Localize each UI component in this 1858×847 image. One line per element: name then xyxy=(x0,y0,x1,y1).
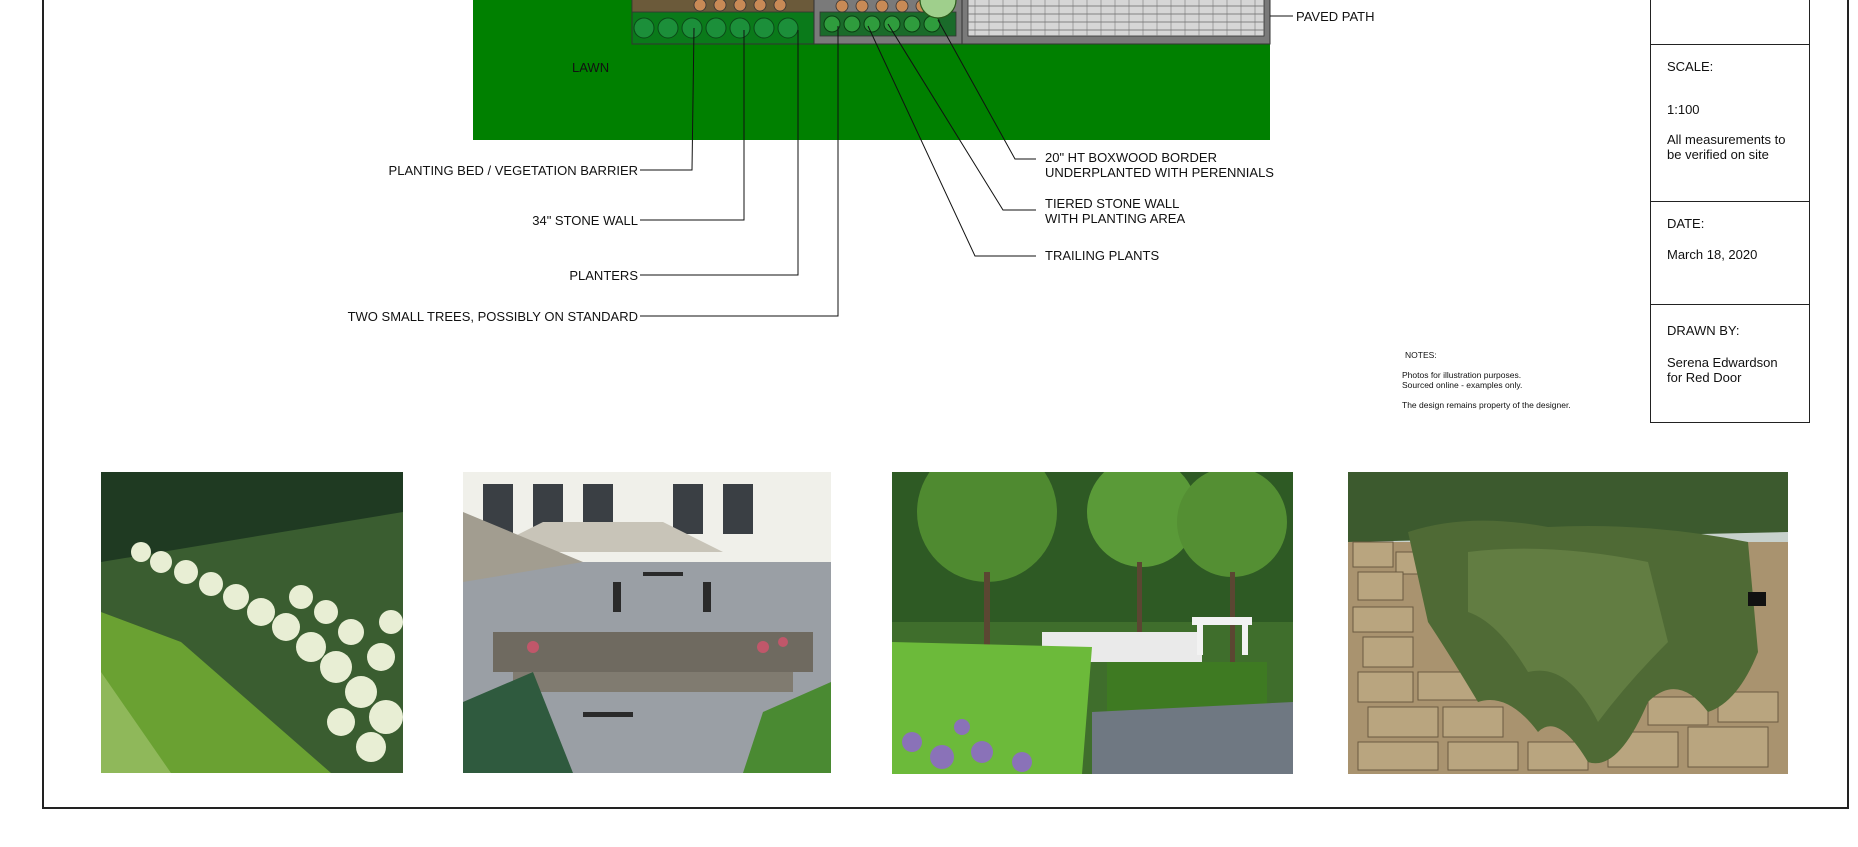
drawing-frame xyxy=(42,0,1849,809)
photo-stone-patio xyxy=(463,472,831,773)
drawn-by-company: for Red Door xyxy=(1667,370,1742,385)
scale-cell: SCALE: 1:100 All measurements to be veri… xyxy=(1651,44,1809,201)
callout-boxwood-1: 20" HT BOXWOOD BORDER xyxy=(1045,150,1217,165)
callout-planters: PLANTERS xyxy=(569,268,638,283)
callout-planting-bed: PLANTING BED / VEGETATION BARRIER xyxy=(388,163,638,178)
title-block: SCALE: 1:100 All measurements to be veri… xyxy=(1650,0,1810,423)
lawn-label: LAWN xyxy=(572,60,610,75)
photo-hydrangea-border xyxy=(101,472,403,773)
drawn-by-label: DRAWN BY: xyxy=(1667,323,1740,338)
notes-line-2: Sourced online - examples only. xyxy=(1402,380,1523,390)
date-value: March 18, 2020 xyxy=(1667,247,1758,262)
photo-standard-trees xyxy=(892,472,1293,774)
callout-tiered-2: WITH PLANTING AREA xyxy=(1045,211,1186,226)
scale-label: SCALE: xyxy=(1667,59,1714,74)
date-label: DATE: xyxy=(1667,216,1705,231)
photo-trailing-plants-wall xyxy=(1348,472,1788,774)
callout-boxwood-2: UNDERPLANTED WITH PERENNIALS xyxy=(1045,165,1274,180)
callout-tiered-1: TIERED STONE WALL xyxy=(1045,196,1180,211)
drawn-by-name: Serena Edwardson xyxy=(1667,355,1778,370)
notes-line-1: Photos for illustration purposes. xyxy=(1402,370,1522,380)
callout-stone-wall: 34" STONE WALL xyxy=(532,213,638,228)
callout-small-trees: TWO SMALL TREES, POSSIBLY ON STANDARD xyxy=(347,309,638,324)
notes-line-3: The design remains property of the desig… xyxy=(1402,400,1571,410)
scale-note: All measurements to be verified on site xyxy=(1667,132,1786,162)
callout-paved-path: PAVED PATH xyxy=(1296,9,1375,24)
tree-canopy xyxy=(919,0,957,19)
notes: NOTES: Photos for illustration purposes.… xyxy=(1402,350,1571,410)
drawn-by-cell: DRAWN BY: Serena Edwardson for Red Door xyxy=(1651,304,1809,423)
notes-heading: NOTES: xyxy=(1405,350,1437,360)
callout-trailing: TRAILING PLANTS xyxy=(1045,248,1160,263)
scale-value: 1:100 xyxy=(1667,102,1700,117)
title-block-top-cell xyxy=(1651,0,1809,44)
date-cell: DATE: March 18, 2020 xyxy=(1651,201,1809,304)
